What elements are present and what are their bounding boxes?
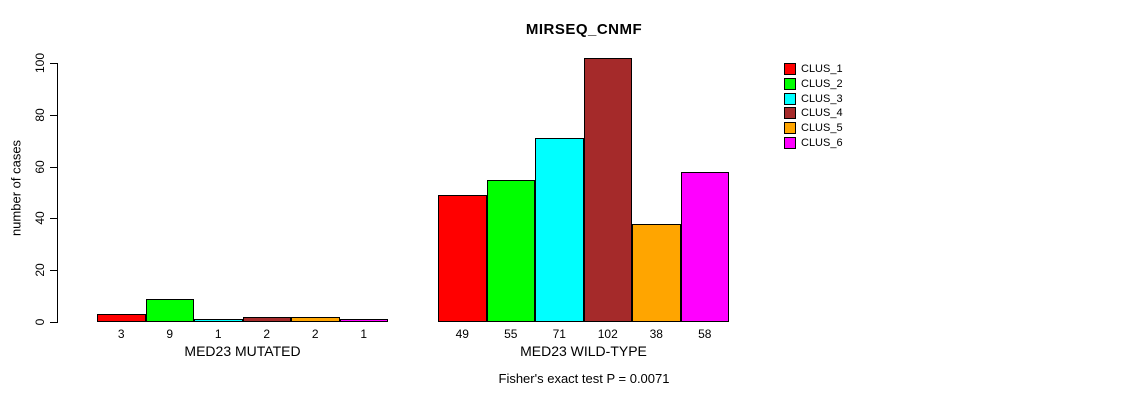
legend-swatch [784,63,796,76]
legend-swatch [784,92,796,105]
legend-item-clus_1: CLUS_1 [784,62,843,77]
bar-value-label: 1 [214,327,222,341]
bar-value-label: 3 [117,327,125,341]
bar-clus_5-group2 [632,223,681,322]
legend-label: CLUS_4 [801,107,843,120]
chart-title: MIRSEQ_CNMF [525,21,643,38]
legend-item-clus_5: CLUS_5 [784,121,843,136]
legend-label: CLUS_1 [801,63,843,76]
y-tick-mark [50,218,57,220]
bar-value-label: 2 [263,327,271,341]
bar-clus_2-group1 [145,298,194,322]
legend-swatch [784,122,796,135]
bar-clus_4-group2 [583,57,632,322]
y-tick-mark [50,63,57,64]
y-tick-label: 20 [33,263,47,277]
bar-clus_2-group2 [486,179,535,322]
legend-swatch [784,107,796,120]
bar-value-label: 55 [504,327,518,341]
bar-clus_3-group1 [194,319,243,322]
y-tick-mark [50,114,57,116]
y-tick-label: 60 [33,159,47,174]
legend-item-clus_2: CLUS_2 [784,77,843,92]
y-axis-line [57,63,58,323]
legend-label: CLUS_2 [801,78,843,91]
legend-label: CLUS_3 [801,92,843,105]
bar-clus_1-group1 [97,314,146,322]
annotation-fisher-test: Fisher's exact test P = 0.0071 [498,371,670,386]
legend-item-clus_6: CLUS_6 [784,135,843,150]
bar-value-label: 58 [698,327,712,341]
legend-item-clus_3: CLUS_3 [784,91,843,106]
bar-value-label: 9 [166,327,174,341]
y-tick-mark [50,166,57,168]
y-axis-label: number of cases [8,139,24,237]
y-tick-label: 40 [33,211,47,226]
legend-swatch [784,78,796,91]
bar-clus_3-group2 [535,138,584,322]
y-tick-label: 100 [33,52,47,74]
bar-value-label: 49 [455,327,469,341]
legend-swatch [784,136,796,149]
bar-clus_1-group2 [438,195,487,322]
legend-label: CLUS_6 [801,136,843,149]
bar-clus_5-group1 [291,316,340,322]
x-group-label: MED23 WILD-TYPE [520,343,647,359]
bar-value-label: 38 [649,327,663,341]
x-group-label: MED23 MUTATED [184,343,301,359]
legend-item-clus_4: CLUS_4 [784,106,843,121]
y-tick-mark [50,322,57,323]
bar-value-label: 2 [311,327,319,341]
y-tick-mark [50,270,57,272]
bar-value-label: 102 [597,327,618,341]
bar-clus_6-group2 [680,171,729,322]
y-tick-label: 0 [33,318,47,326]
bar-clus_4-group1 [242,316,291,322]
bar-value-label: 1 [360,327,368,341]
bar-clus_6-group1 [339,319,388,322]
y-tick-label: 80 [33,108,47,122]
bar-value-label: 71 [552,327,566,341]
legend: CLUS_1 CLUS_2 CLUS_3 CLUS_4 CLUS_5 CLUS_6 [784,62,843,150]
legend-label: CLUS_5 [801,122,843,135]
